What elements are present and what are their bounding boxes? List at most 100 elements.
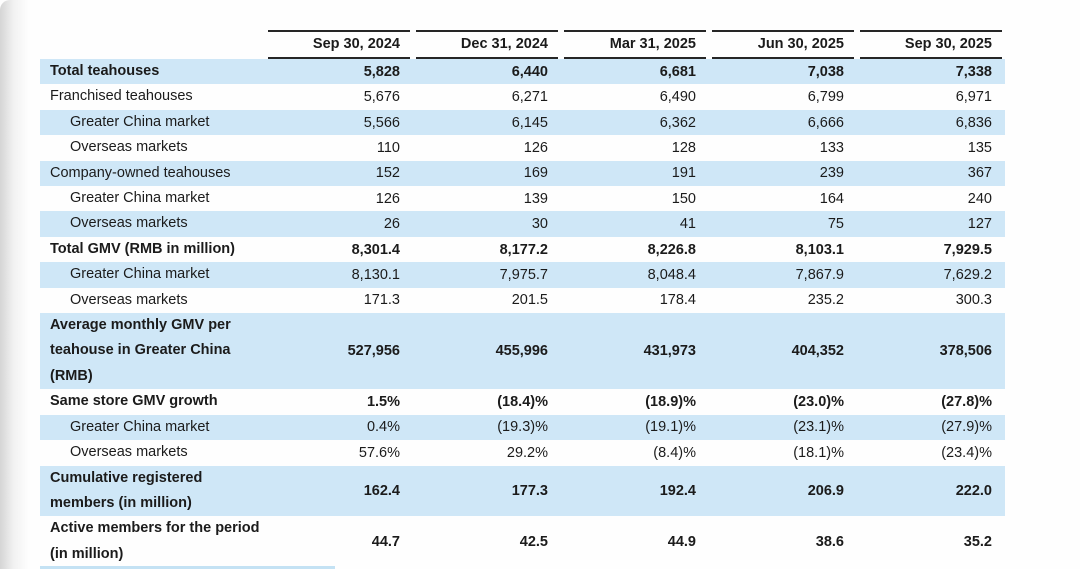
row-label: Cumulative registered members (in millio… xyxy=(50,469,203,511)
cell-value: (19.1)% xyxy=(645,419,696,436)
cell-value: 6,490 xyxy=(659,89,696,106)
cell-value: 57.6% xyxy=(358,444,400,461)
cell-value: 133 xyxy=(819,139,844,156)
cell-value: 139 xyxy=(523,190,548,207)
table-row: Greater China market 5,566 6,145 6,362 6,666… xyxy=(40,109,1005,136)
cell-value: (27.8)% xyxy=(941,393,992,410)
table-row: Greater China market 8,130.1 7,975.7 8,048.… xyxy=(40,262,1005,288)
cell-value: 8,301.4 xyxy=(351,241,400,258)
cell-value: (18.1)% xyxy=(793,444,844,461)
table-row: Overseas markets 26 30 41 75 127 xyxy=(40,211,1005,237)
cell-value: 206.9 xyxy=(807,482,844,499)
cell-value: 75 xyxy=(827,216,844,233)
cell-value: 171.3 xyxy=(363,292,400,309)
cell-value: (8.4)% xyxy=(653,444,696,461)
cell-value: 8,103.1 xyxy=(795,241,844,258)
cell-value: 239 xyxy=(819,165,844,182)
header-row: Sep 30, 2024 Dec 31, 2024 Mar 31, 2025 J… xyxy=(40,30,1005,59)
cell-value: 378,506 xyxy=(939,343,992,360)
row-label: Greater China market xyxy=(70,190,210,207)
cell-value: 44.9 xyxy=(667,533,696,550)
cell-value: 169 xyxy=(523,165,548,182)
cell-value: 222.0 xyxy=(955,482,992,499)
table-row: Cumulative registered members (in millio… xyxy=(40,465,1005,517)
table-body: Total teahouses 5,828 6,440 6,681 7,038 7,338… xyxy=(40,59,1005,567)
table-header: Sep 30, 2024 Dec 31, 2024 Mar 31, 2025 J… xyxy=(40,30,1005,59)
cell-value: 527,956 xyxy=(347,343,400,360)
cell-value: 162.4 xyxy=(363,482,400,499)
cell-value: 235.2 xyxy=(807,292,844,309)
cell-value: 8,226.8 xyxy=(647,241,696,258)
cell-value: 7,629.2 xyxy=(943,266,992,283)
cell-value: (19.3)% xyxy=(497,419,548,436)
cell-value: 6,440 xyxy=(511,63,548,80)
row-label: Overseas markets xyxy=(70,291,188,308)
cell-value: 5,828 xyxy=(363,63,400,80)
table-row: Greater China market 0.4% (19.3)% (19.1)% (2… xyxy=(40,414,1005,441)
cell-value: 29.2% xyxy=(506,444,548,461)
cell-value: 6,271 xyxy=(511,89,548,106)
cell-value: 5,676 xyxy=(363,89,400,106)
cell-value: (23.4)% xyxy=(941,444,992,461)
cell-value: 7,867.9 xyxy=(795,266,844,283)
cell-value: (23.1)% xyxy=(793,419,844,436)
row-label: Same store GMV growth xyxy=(50,393,218,410)
row-label: Total GMV (RMB in million) xyxy=(50,240,235,257)
row-label: Average monthly GMV per teahouse in Grea… xyxy=(50,317,231,384)
cell-value: 431,973 xyxy=(643,343,696,360)
table-row: Overseas markets 57.6% 29.2% (8.4)% (18.1)% (… xyxy=(40,440,1005,465)
column-header-q1: Sep 30, 2024 xyxy=(265,30,413,59)
cell-value: (18.4)% xyxy=(497,393,548,410)
column-header-q4: Jun 30, 2025 xyxy=(709,30,857,59)
row-label: Greater China market xyxy=(70,266,210,283)
cell-value: 0.4% xyxy=(366,419,400,436)
cell-value: 6,681 xyxy=(659,63,696,80)
cell-value: 5,566 xyxy=(363,114,400,131)
cell-value: 8,177.2 xyxy=(499,241,548,258)
cell-value: 30 xyxy=(531,216,548,233)
cell-value: 42.5 xyxy=(519,533,548,550)
row-label: Total teahouses xyxy=(50,63,160,79)
cell-value: 164 xyxy=(819,190,844,207)
cell-value: 6,145 xyxy=(511,114,548,131)
row-label: Greater China market xyxy=(70,418,210,435)
row-label: Franchised teahouses xyxy=(50,88,193,105)
row-label: Active members for the period (in millio… xyxy=(50,520,260,562)
cell-value: 7,338 xyxy=(955,63,992,80)
table-row: Overseas markets 171.3 201.5 178.4 235.2 300.… xyxy=(40,288,1005,313)
table-row: Total teahouses 5,828 6,440 6,681 7,038 7,338 xyxy=(40,59,1005,85)
cell-value: 150 xyxy=(671,190,696,207)
cell-value: 7,929.5 xyxy=(943,241,992,258)
cell-value: 44.7 xyxy=(371,533,400,550)
cell-value: 8,130.1 xyxy=(351,266,400,283)
cell-value: 110 xyxy=(376,139,400,156)
cell-value: 201.5 xyxy=(511,292,548,309)
page-left-edge-shadow xyxy=(0,0,30,569)
cell-value: 178.4 xyxy=(659,292,696,309)
table-row: Franchised teahouses 5,676 6,271 6,490 6,799… xyxy=(40,84,1005,109)
cell-value: 128 xyxy=(671,139,696,156)
cell-value: 7,038 xyxy=(807,63,844,80)
cell-value: 192.4 xyxy=(659,482,696,499)
row-label: Overseas markets xyxy=(70,139,188,156)
cell-value: 126 xyxy=(375,190,400,207)
cell-value: 8,048.4 xyxy=(647,266,696,283)
quarterly-metrics-table: Sep 30, 2024 Dec 31, 2024 Mar 31, 2025 J… xyxy=(40,30,1005,567)
cell-value: 404,352 xyxy=(791,343,844,360)
cell-value: 127 xyxy=(967,216,992,233)
cell-value: 191 xyxy=(671,165,696,182)
table-row: Company-owned teahouses 152 169 191 239 367 xyxy=(40,160,1005,187)
cell-value: 7,975.7 xyxy=(499,266,548,283)
cell-value: 41 xyxy=(679,216,696,233)
row-label: Overseas markets xyxy=(70,444,188,461)
column-header-q3: Mar 31, 2025 xyxy=(561,30,709,59)
cropped-next-row-sliver xyxy=(40,566,335,569)
cell-value: 177.3 xyxy=(511,482,548,499)
cell-value: 240 xyxy=(967,190,992,207)
cell-value: (23.0)% xyxy=(793,393,844,410)
row-label: Greater China market xyxy=(70,113,210,130)
cell-value: (18.9)% xyxy=(645,393,696,410)
row-label: Overseas markets xyxy=(70,215,188,232)
cell-value: 6,362 xyxy=(659,114,696,131)
cell-value: (27.9)% xyxy=(941,419,992,436)
